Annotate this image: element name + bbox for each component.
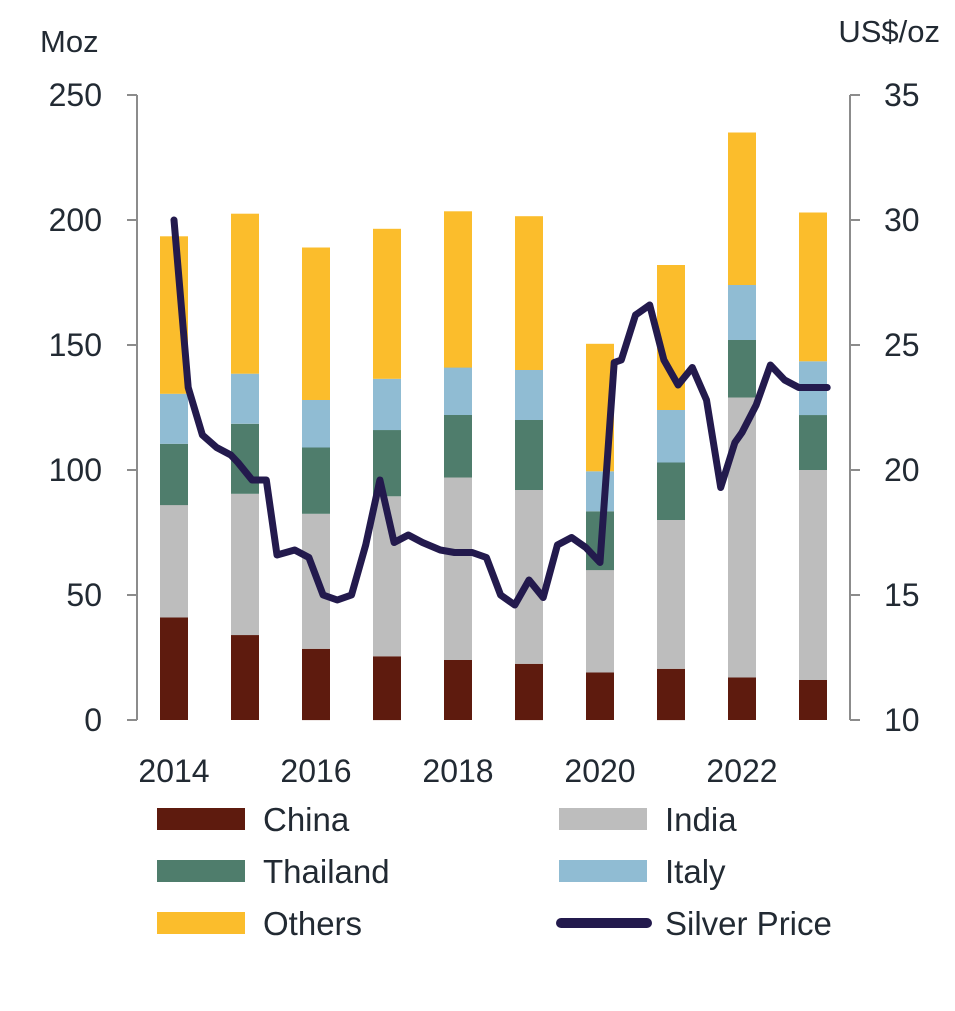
axes-layer: Moz US$/oz 0 50 100 150 200 250 10 15 20 25 30 35 20…: [40, 14, 940, 789]
legend-label-india: India: [665, 801, 737, 838]
bar-thailand-2021: [657, 462, 685, 520]
legend-label-italy: Italy: [665, 853, 726, 890]
bar-italy-2018: [444, 367, 472, 415]
bar-thailand-2018: [444, 415, 472, 478]
silver-price-line: [170, 216, 831, 609]
bar-china-2015: [231, 635, 259, 720]
bar-china-2023: [799, 680, 827, 720]
bar-india-2014: [160, 505, 188, 618]
left-tick-label: 250: [49, 77, 102, 113]
legend-swatch-italy: [559, 860, 647, 882]
right-tick-label: 20: [884, 452, 920, 488]
bar-india-2020: [586, 570, 614, 673]
legend-swatch-thailand: [157, 860, 245, 882]
left-tick-label: 50: [66, 577, 102, 613]
legend: China India Thailand Italy Others Silver Pric…: [157, 801, 832, 942]
legend-swatch-china: [157, 808, 245, 830]
x-tick-label: 2022: [706, 753, 777, 789]
bar-india-2018: [444, 477, 472, 660]
right-axis-unit-label: US$/oz: [838, 14, 940, 49]
bar-india-2015: [231, 493, 259, 636]
right-tick-label: 35: [884, 77, 920, 113]
bar-others-2022: [728, 132, 756, 285]
bar-others-2016: [302, 247, 330, 400]
bar-china-2022: [728, 677, 756, 720]
bar-india-2022: [728, 397, 756, 678]
bar-thailand-2023: [799, 415, 827, 470]
bar-china-2016: [302, 648, 330, 721]
legend-label-others: Others: [263, 905, 362, 942]
bar-others-2023: [799, 212, 827, 362]
left-tick-label: 0: [84, 702, 102, 738]
bar-thailand-2019: [515, 420, 543, 490]
right-tick-label: 10: [884, 702, 920, 738]
bar-italy-2021: [657, 410, 685, 463]
bar-others-2015: [231, 213, 259, 374]
x-tick-label: 2014: [138, 753, 209, 789]
bar-china-2014: [160, 617, 188, 720]
bar-thailand-2016: [302, 447, 330, 514]
right-tick-label: 25: [884, 327, 920, 363]
bar-others-2018: [444, 211, 472, 368]
bar-italy-2019: [515, 370, 543, 420]
bar-others-2017: [373, 228, 401, 379]
legend-swatch-others: [157, 912, 245, 934]
bar-italy-2015: [231, 373, 259, 424]
bar-china-2017: [373, 656, 401, 721]
bar-thailand-2014: [160, 443, 188, 506]
legend-swatch-india: [559, 808, 647, 830]
legend-label-china: China: [263, 801, 350, 838]
legend-label-thailand: Thailand: [263, 853, 390, 890]
bar-others-2019: [515, 216, 543, 370]
x-tick-label: 2016: [280, 753, 351, 789]
bar-china-2020: [586, 672, 614, 720]
bar-italy-2017: [373, 378, 401, 431]
bar-italy-2014: [160, 393, 188, 444]
right-tick-label: 30: [884, 202, 920, 238]
right-tick-label: 15: [884, 577, 920, 613]
x-tick-label: 2018: [422, 753, 493, 789]
left-tick-label: 100: [49, 452, 102, 488]
left-tick-label: 150: [49, 327, 102, 363]
bar-china-2021: [657, 668, 685, 721]
bar-italy-2022: [728, 285, 756, 340]
line-layer: [170, 216, 831, 609]
legend-label-silver-price: Silver Price: [665, 905, 832, 942]
bars-layer: [160, 132, 827, 721]
bar-italy-2020: [586, 471, 614, 512]
bar-thailand-2022: [728, 340, 756, 398]
left-tick-label: 200: [49, 202, 102, 238]
bar-india-2023: [799, 470, 827, 680]
bar-china-2019: [515, 663, 543, 721]
bar-china-2018: [444, 660, 472, 720]
left-axis-unit-label: Moz: [40, 24, 99, 59]
x-tick-label: 2020: [564, 753, 635, 789]
bar-india-2021: [657, 520, 685, 669]
bar-italy-2016: [302, 400, 330, 448]
